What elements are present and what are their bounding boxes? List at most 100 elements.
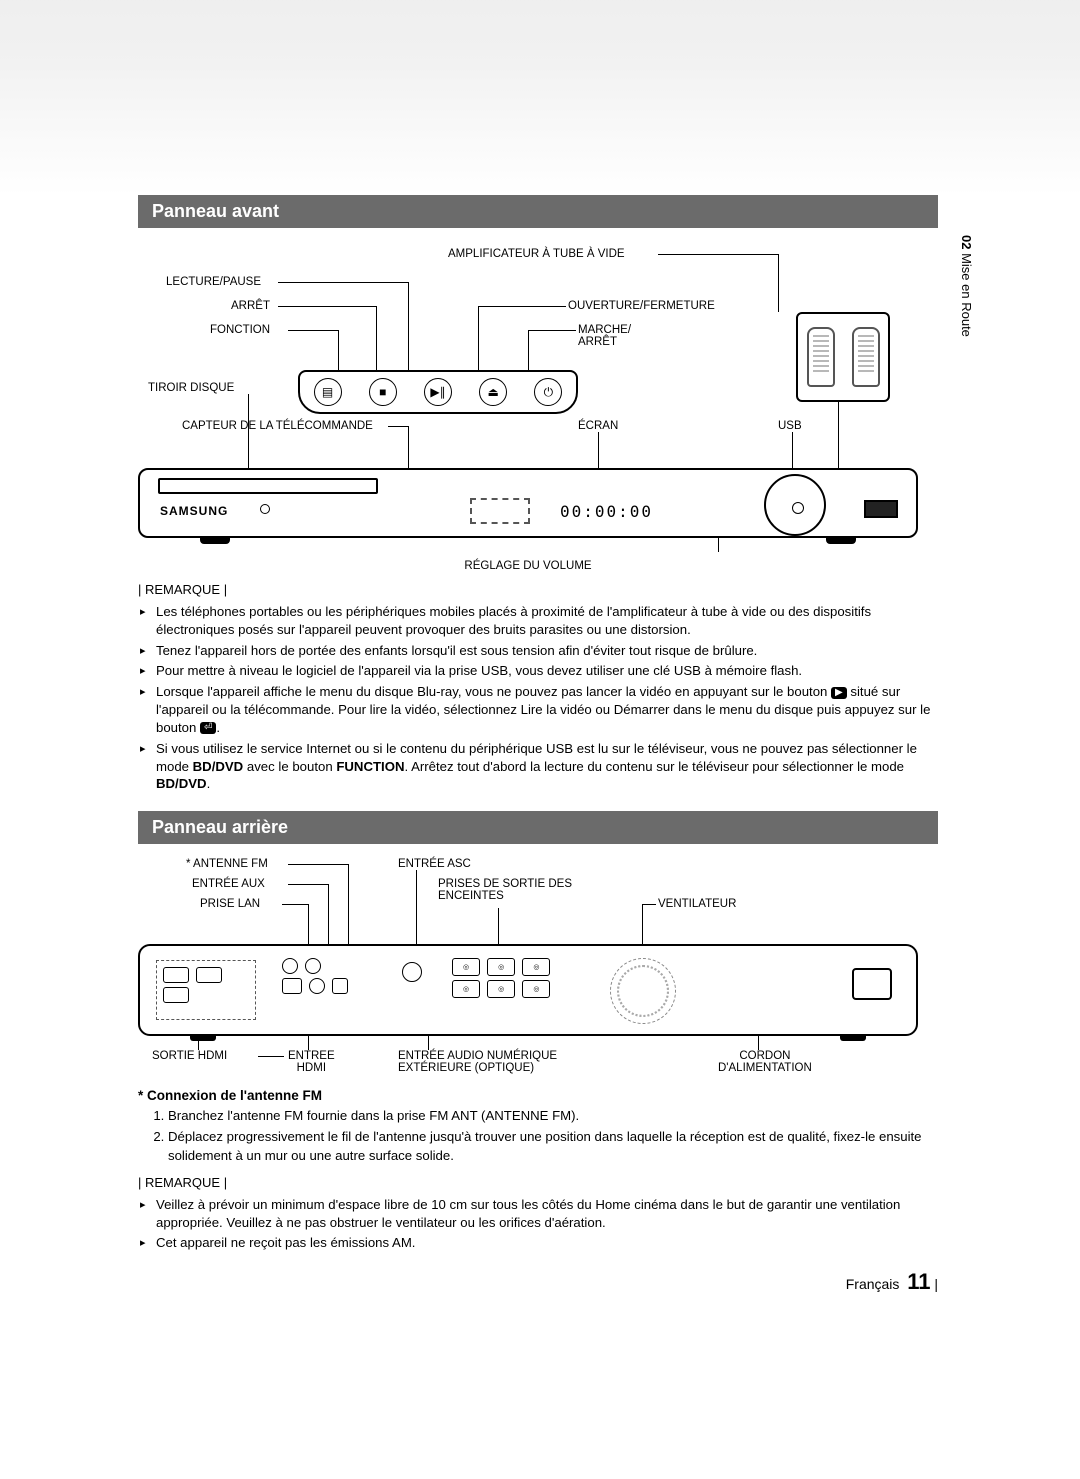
rear-notes-list: Veillez à prévoir un minimum d'espace li… bbox=[138, 1196, 938, 1252]
front-notes-list: Les téléphones portables ou les périphér… bbox=[138, 603, 938, 793]
asc-port bbox=[400, 960, 424, 984]
play-inline-icon: ▶ bbox=[831, 687, 847, 699]
tube-icon bbox=[807, 327, 835, 387]
asc-port-icon bbox=[402, 962, 422, 982]
note-item: Cet appareil ne reçoit pas les émissions… bbox=[156, 1234, 938, 1252]
remarque-label-front: | REMARQUE | bbox=[138, 582, 938, 597]
page-top-gradient bbox=[0, 0, 1080, 195]
hdmi-port-icon bbox=[163, 967, 189, 983]
note-item: Veillez à prévoir un minimum d'espace li… bbox=[156, 1196, 938, 1232]
step-item: Branchez l'antenne FM fournie dans la pr… bbox=[168, 1107, 938, 1125]
note-text: Tenez l'appareil hors de portée des enfa… bbox=[156, 643, 757, 658]
display-digits: 00:00:00 bbox=[560, 502, 653, 521]
fan-icon bbox=[610, 958, 676, 1024]
aux-lan-group bbox=[280, 956, 350, 996]
rear-section-header: Panneau arrière bbox=[138, 811, 938, 844]
note-text: Veillez à prévoir un minimum d'espace li… bbox=[156, 1197, 900, 1230]
note-item: Si vous utilisez le service Internet ou … bbox=[156, 740, 938, 793]
label-volume: RÉGLAGE DU VOLUME bbox=[398, 560, 658, 572]
note-text: Cet appareil ne reçoit pas les émissions… bbox=[156, 1235, 415, 1250]
footer-page-num: 11 bbox=[907, 1269, 930, 1294]
side-tab-num: 02 bbox=[959, 235, 974, 249]
hdmi-port-icon bbox=[163, 987, 189, 1003]
usb-port-icon bbox=[864, 500, 898, 518]
note-item: Tenez l'appareil hors de portée des enfa… bbox=[156, 642, 938, 660]
label-fan: VENTILATEUR bbox=[658, 898, 736, 910]
enter-inline-icon: ⏎ bbox=[200, 722, 216, 734]
note-item: Les téléphones portables ou les périphér… bbox=[156, 603, 938, 639]
power-button-icon: ⏻ bbox=[534, 378, 562, 406]
page-footer: Français 11 | bbox=[846, 1269, 938, 1295]
label-power: MARCHE/ ARRÊT bbox=[578, 324, 631, 348]
eject-button-icon: ⏏ bbox=[479, 378, 507, 406]
volume-knob bbox=[764, 474, 826, 536]
note-text-with-icons: Lorsque l'appareil affiche le menu du di… bbox=[156, 684, 930, 735]
label-lan: PRISE LAN bbox=[200, 898, 260, 910]
foot-icon bbox=[826, 536, 856, 544]
label-sensor: CAPTEUR DE LA TÉLÉCOMMANDE bbox=[182, 420, 373, 432]
label-open: OUVERTURE/FERMETURE bbox=[568, 300, 715, 312]
note-item: Pour mettre à niveau le logiciel de l'ap… bbox=[156, 662, 938, 680]
label-amp: AMPLIFICATEUR À TUBE À VIDE bbox=[448, 248, 625, 260]
display-screen bbox=[470, 498, 530, 524]
remarque-label-rear: | REMARQUE | bbox=[138, 1175, 938, 1190]
speaker-jack-icon: ◎ bbox=[487, 958, 515, 976]
note-text: Si vous utilisez le service Internet ou … bbox=[156, 741, 917, 792]
front-button-row: ▤ ■ ▶∥ ⏏ ⏻ bbox=[298, 370, 578, 414]
page-content: 02 Mise en Route Panneau avant AMPLIFICA… bbox=[138, 195, 938, 1255]
side-tab-label: Mise en Route bbox=[959, 253, 974, 337]
label-tray: TIROIR DISQUE bbox=[148, 382, 234, 394]
fm-port-icon bbox=[309, 978, 325, 994]
speaker-jack-icon: ◎ bbox=[522, 980, 550, 998]
front-section-header: Panneau avant bbox=[138, 195, 938, 228]
label-stop: ARRÊT bbox=[231, 300, 270, 312]
hdmi-port-icon bbox=[196, 967, 222, 983]
aux-port-icon bbox=[305, 958, 321, 974]
label-hdmiout: SORTIE HDMI bbox=[152, 1050, 227, 1062]
label-fm: * ANTENNE FM bbox=[186, 858, 268, 870]
speaker-jack-icon: ◎ bbox=[452, 980, 480, 998]
tube-icon bbox=[852, 327, 880, 387]
step-item: Déplacez progressivement le fil de l'ant… bbox=[168, 1128, 938, 1164]
label-optical: ENTRÉE AUDIO NUMÉRIQUE EXTÉRIEURE (OPTIQ… bbox=[398, 1050, 557, 1074]
speaker-jack-icon: ◎ bbox=[522, 958, 550, 976]
fm-subhead: * Connexion de l'antenne FM bbox=[138, 1088, 938, 1103]
step-text: Branchez l'antenne FM fournie dans la pr… bbox=[168, 1108, 579, 1123]
label-play: LECTURE/PAUSE bbox=[166, 276, 261, 288]
disc-tray bbox=[158, 478, 378, 494]
aux-port-icon bbox=[282, 958, 298, 974]
hdmi-group bbox=[156, 960, 256, 1020]
label-usb: USB bbox=[778, 420, 802, 432]
front-device-body: SAMSUNG 00:00:00 bbox=[138, 468, 918, 538]
label-hdmiin: ENTREE HDMI bbox=[288, 1050, 335, 1074]
speaker-jack-icon: ◎ bbox=[487, 980, 515, 998]
fm-steps: Branchez l'antenne FM fournie dans la pr… bbox=[138, 1107, 938, 1165]
lan-port-icon bbox=[282, 978, 302, 994]
note-text: Les téléphones portables ou les périphér… bbox=[156, 604, 871, 637]
remote-sensor-icon bbox=[260, 504, 270, 514]
power-socket-icon bbox=[852, 968, 892, 1000]
note-text: Pour mettre à niveau le logiciel de l'ap… bbox=[156, 663, 802, 678]
speaker-jack-icon: ◎ bbox=[452, 958, 480, 976]
speaker-outputs: ◎ ◎ ◎ ◎ ◎ ◎ bbox=[450, 956, 552, 1000]
label-power-cord: CORDON D'ALIMENTATION bbox=[718, 1050, 812, 1074]
rear-diagram: * ANTENNE FM ENTRÉE AUX PRISE LAN ENTRÉE… bbox=[138, 858, 918, 1078]
label-func: FONCTION bbox=[210, 324, 270, 336]
label-screen: ÉCRAN bbox=[578, 420, 618, 432]
foot-icon bbox=[840, 1034, 866, 1041]
function-button-icon: ▤ bbox=[314, 378, 342, 406]
foot-icon bbox=[190, 1034, 216, 1041]
foot-icon bbox=[200, 536, 230, 544]
footer-lang: Français bbox=[846, 1276, 900, 1292]
vacuum-tubes bbox=[796, 312, 890, 402]
side-tab: 02 Mise en Route bbox=[959, 235, 974, 337]
label-asc: ENTRÉE ASC bbox=[398, 858, 471, 870]
step-text: Déplacez progressivement le fil de l'ant… bbox=[168, 1129, 922, 1162]
brand-logo: SAMSUNG bbox=[160, 504, 228, 518]
label-aux: ENTRÉE AUX bbox=[192, 878, 265, 890]
play-button-icon: ▶∥ bbox=[424, 378, 452, 406]
optical-port-icon bbox=[332, 978, 348, 994]
front-diagram: AMPLIFICATEUR À TUBE À VIDE LECTURE/PAUS… bbox=[138, 242, 918, 552]
label-spk: PRISES DE SORTIE DES ENCEINTES bbox=[438, 878, 572, 902]
note-item: Lorsque l'appareil affiche le menu du di… bbox=[156, 683, 938, 736]
